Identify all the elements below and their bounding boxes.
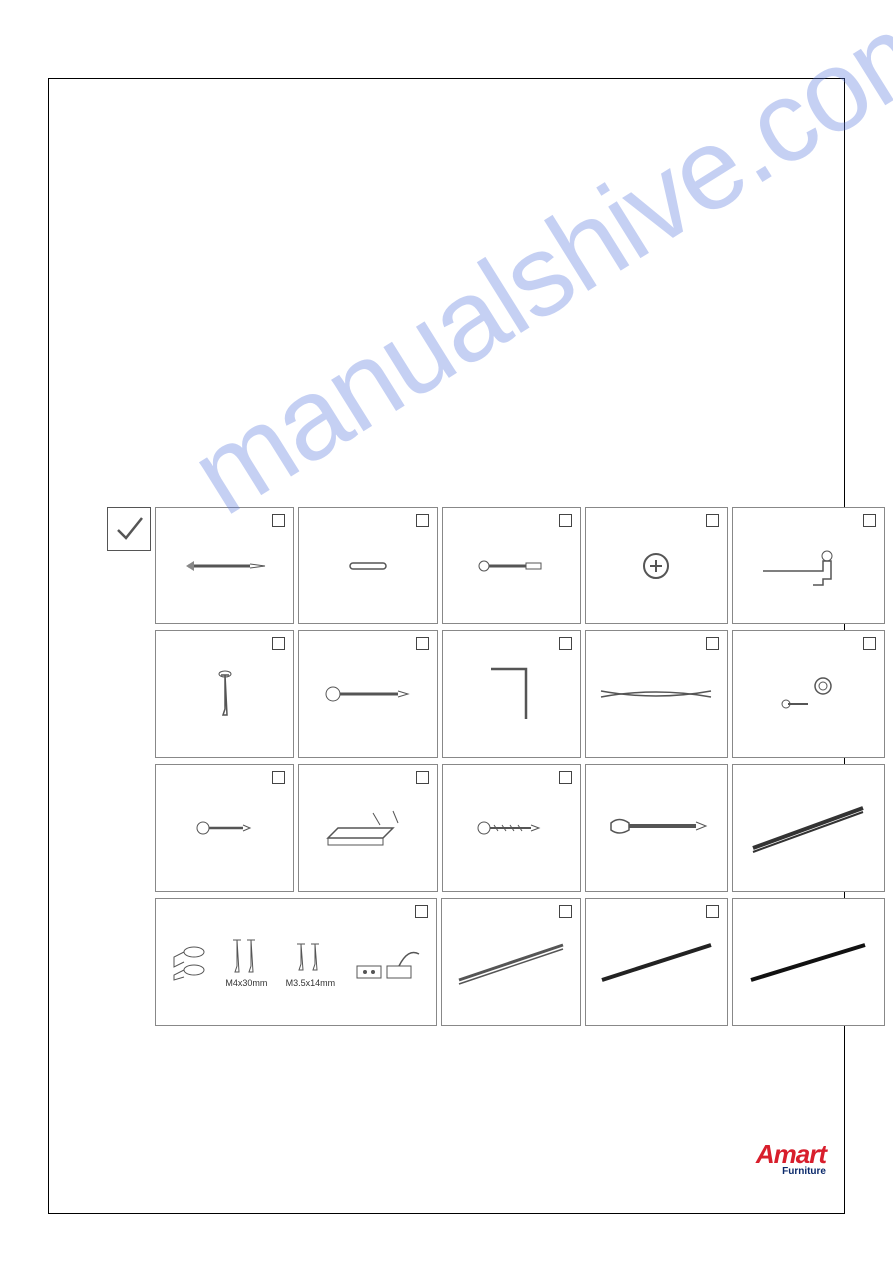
hardware-cell	[585, 764, 728, 892]
hardware-cell	[155, 507, 294, 624]
cell-checkbox[interactable]	[559, 771, 572, 784]
hardware-cell	[732, 764, 885, 892]
hardware-cell	[441, 898, 580, 1026]
hardware-cell	[732, 507, 885, 624]
cell-checkbox[interactable]	[559, 637, 572, 650]
hardware-cell	[585, 898, 728, 1026]
hardware-cell	[298, 630, 437, 758]
hardware-cell	[442, 630, 581, 758]
watermark: manualshive.com	[169, 0, 893, 541]
grid-row: M4x30mm M3.5x14mm	[155, 898, 885, 1026]
hardware-cell	[155, 630, 294, 758]
grid-row	[155, 630, 885, 758]
brand-logo: Amart Furniture	[756, 1143, 826, 1177]
cell-checkbox[interactable]	[415, 905, 428, 918]
cell-checkbox[interactable]	[706, 637, 719, 650]
hardware-cell	[732, 630, 885, 758]
wrench-icon	[586, 765, 727, 891]
cell-checkbox[interactable]	[559, 514, 572, 527]
cell-checkbox[interactable]	[272, 514, 285, 527]
rail-4-icon	[733, 899, 884, 1025]
row-check-icon	[107, 507, 151, 551]
cell-checkbox[interactable]	[272, 771, 285, 784]
cell-checkbox[interactable]	[272, 637, 285, 650]
hardware-cell	[298, 507, 437, 624]
grid-row	[155, 764, 885, 892]
hardware-cell	[442, 507, 581, 624]
hardware-cell	[732, 898, 885, 1026]
rail-1-icon	[733, 765, 884, 891]
cell-checkbox[interactable]	[863, 514, 876, 527]
bracket-l-icon	[733, 508, 884, 623]
hardware-grid: M4x30mm M3.5x14mm	[107, 507, 885, 1032]
cell-checkbox[interactable]	[863, 637, 876, 650]
page-border: manualshive.com	[48, 78, 845, 1214]
hardware-cell	[442, 764, 581, 892]
hardware-cell	[155, 764, 294, 892]
hardware-cell	[298, 764, 437, 892]
cell-checkbox[interactable]	[416, 637, 429, 650]
logo-main: Amart	[756, 1139, 826, 1169]
hardware-cell: M4x30mm M3.5x14mm	[155, 898, 437, 1026]
hardware-cell	[585, 507, 728, 624]
grid-row	[107, 507, 885, 624]
knob-screw-icon	[733, 631, 884, 757]
cell-checkbox[interactable]	[706, 905, 719, 918]
cell-checkbox[interactable]	[706, 514, 719, 527]
anti-tip-kit-icon: M4x30mm M3.5x14mm	[156, 922, 436, 1002]
screw-label: M4x30mm	[225, 978, 267, 988]
cell-checkbox[interactable]	[416, 771, 429, 784]
cell-checkbox[interactable]	[416, 514, 429, 527]
screw-label: M3.5x14mm	[286, 978, 336, 988]
cell-checkbox[interactable]	[559, 905, 572, 918]
hardware-cell	[585, 630, 728, 758]
